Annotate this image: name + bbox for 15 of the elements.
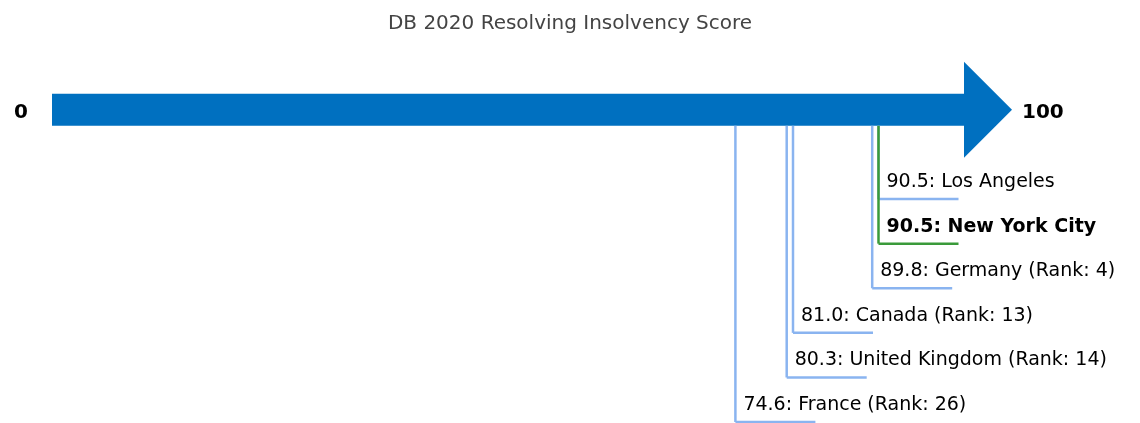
category-label: Canada (Rank: 13) xyxy=(855,302,1034,325)
category-label: France (Rank: 26) xyxy=(798,392,967,415)
category-label: United Kingdom (Rank: 14) xyxy=(849,347,1107,370)
text: 0 xyxy=(14,98,28,123)
data-label: 90.5: xyxy=(886,213,941,236)
data-label: 90.5: xyxy=(886,169,936,192)
category-label: New York City xyxy=(947,213,1097,236)
data-label: 74.6: xyxy=(743,392,793,415)
category-label: Los Angeles xyxy=(941,169,1055,192)
text: 100 xyxy=(1022,98,1064,123)
data-label: 80.3: xyxy=(794,347,844,370)
data-label: 81.0: xyxy=(801,302,850,325)
text: DB 2020 Resolving Insolvency Score xyxy=(386,10,754,34)
data-label: 89.8: xyxy=(880,258,929,281)
category-label: Germany (Rank: 4) xyxy=(934,258,1116,281)
